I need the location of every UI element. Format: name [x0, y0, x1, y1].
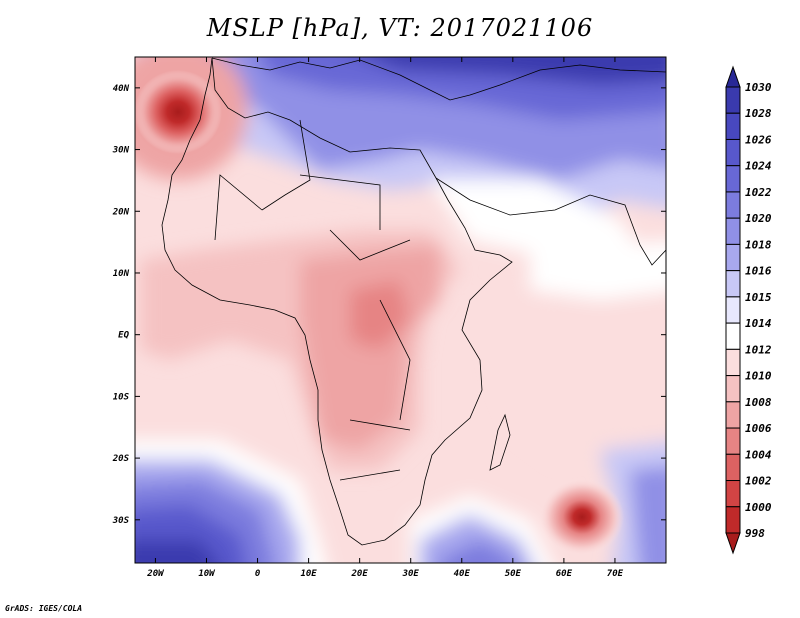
lat-label: 20N: [112, 207, 130, 217]
coastlines: [161, 57, 666, 546]
colorbar-bin: [725, 322, 741, 350]
africa-coastline: [161, 57, 513, 546]
pressure-field: [135, 57, 666, 563]
lat-label: 10S: [113, 392, 130, 402]
arabia-india-coast: [435, 177, 666, 266]
lat-label: 10N: [113, 269, 130, 279]
colorbar-bin: [725, 348, 741, 377]
colorbar-label: 1010: [745, 370, 772, 383]
colorbar-label: 1022: [745, 186, 772, 199]
colorbar-bin: [725, 453, 741, 482]
lon-label: 10W: [198, 569, 216, 579]
mascarene-low-center: [540, 479, 624, 555]
far-se-high-inner: [630, 466, 666, 563]
country-borders: [214, 119, 411, 481]
lat-label: 40N: [113, 84, 130, 94]
colorbar-bin: [725, 270, 741, 298]
colorbar-bin: [725, 506, 741, 534]
colorbar-bin: [725, 296, 741, 324]
longitude-labels: 20W 10W 0 10E 20E 30E 40E 50E 60E 70E: [146, 569, 623, 579]
south-indian-1016: [420, 515, 532, 563]
lon-label: 40E: [454, 569, 471, 579]
colorbar-label: 998: [745, 527, 765, 540]
lon-label: 10E: [300, 569, 317, 579]
colorbar-arrow-top: [725, 65, 741, 88]
grads-credit: GrADS: IGES/COLA: [5, 604, 83, 613]
colorbar-bin: [725, 112, 741, 140]
colorbar-label: 1018: [745, 238, 772, 251]
lat-label: EQ: [118, 331, 129, 341]
south-indian-1020: [440, 540, 516, 563]
colorbar-label: 1020: [745, 212, 772, 225]
arabia-1014: [430, 180, 640, 260]
map-title: MSLP [hPa], VT: 2017021106: [206, 14, 594, 42]
lat-label: 20S: [112, 454, 130, 464]
colorbar-bin: [725, 401, 741, 429]
lon-label: 20W: [146, 569, 165, 579]
colorbar-label: 1000: [745, 501, 772, 514]
colorbar-label: 1016: [745, 265, 772, 278]
colorbar-label: 1015: [745, 291, 772, 304]
colorbar: 1030 1028 1026 1024 1022 1020 1018 1016 1015 1014…: [725, 65, 772, 555]
colorbar-bin: [725, 375, 741, 403]
south-atlantic-1028: [135, 540, 218, 563]
colorbar-label: 1024: [745, 160, 772, 173]
colorbar-label: 1026: [745, 133, 772, 146]
axis-ticks: [135, 57, 666, 563]
lon-label: 70E: [607, 569, 624, 579]
colorbar-bin: [725, 165, 741, 193]
colorbar-arrow-bottom: [725, 532, 741, 555]
lon-label: 0: [255, 569, 261, 579]
colorbar-label: 1028: [745, 107, 772, 120]
madagascar: [489, 413, 511, 471]
colorbar-label: 1014: [745, 317, 772, 330]
lon-label: 50E: [505, 569, 522, 579]
central-trough-inner: [300, 245, 440, 450]
colorbar-label: 1012: [745, 343, 772, 356]
lon-label: 60E: [556, 569, 573, 579]
colorbar-bin: [725, 138, 741, 167]
colorbar-bin: [725, 243, 741, 272]
colorbar-bin: [725, 86, 741, 114]
indian-ocean-neutral: [480, 281, 666, 463]
colorbar-label: 1004: [745, 448, 772, 461]
northern-high-core: [365, 57, 666, 85]
central-trough-core: [350, 280, 410, 350]
colorbar-bin: [725, 427, 741, 455]
lat-label: 30N: [112, 146, 130, 156]
colorbar-label: 1030: [745, 81, 772, 94]
colorbar-bin: [725, 217, 741, 245]
latitude-labels: 40N 30N 20N 10N EQ 10S 20S 30S: [112, 84, 130, 526]
colorbar-label: 1008: [745, 396, 772, 409]
lat-label: 30S: [112, 516, 130, 526]
lon-label: 20E: [351, 569, 369, 579]
lon-label: 30E: [402, 569, 420, 579]
colorbar-label: 1002: [745, 475, 772, 488]
colorbar-bin: [725, 480, 741, 508]
nw-low-center: [135, 70, 222, 154]
colorbar-bin: [725, 191, 741, 219]
plot-frame: [134, 56, 667, 564]
colorbar-label: 1006: [745, 422, 772, 435]
mediterranean-europe: [211, 57, 666, 101]
